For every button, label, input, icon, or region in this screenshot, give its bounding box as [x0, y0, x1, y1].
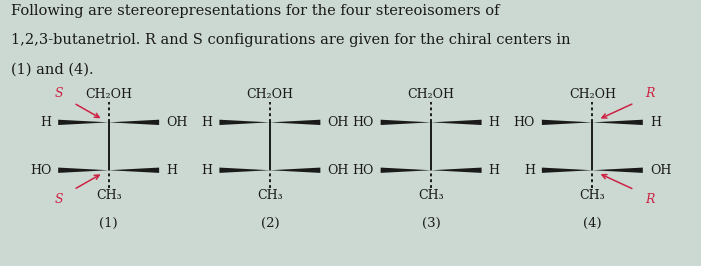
Polygon shape	[219, 120, 270, 125]
Text: H: H	[489, 116, 500, 129]
Text: CH₂OH: CH₂OH	[407, 88, 455, 101]
Text: HO: HO	[30, 164, 51, 177]
Polygon shape	[270, 120, 320, 125]
Text: OH: OH	[650, 164, 671, 177]
Text: HO: HO	[514, 116, 535, 129]
Polygon shape	[270, 168, 320, 173]
Text: H: H	[166, 164, 177, 177]
Polygon shape	[219, 168, 270, 173]
Polygon shape	[431, 168, 482, 173]
Text: CH₃: CH₃	[418, 189, 444, 202]
Text: HO: HO	[353, 116, 374, 129]
Text: H: H	[524, 164, 535, 177]
Polygon shape	[431, 120, 482, 125]
Text: CH₃: CH₃	[96, 189, 121, 202]
Text: CH₂OH: CH₂OH	[246, 88, 294, 101]
Polygon shape	[58, 168, 109, 173]
Text: 1,2,3-butanetriol. R and S configurations are given for the chiral centers in: 1,2,3-butanetriol. R and S configuration…	[11, 33, 570, 47]
Polygon shape	[109, 120, 159, 125]
Text: H: H	[201, 116, 212, 129]
Text: CH₃: CH₃	[580, 189, 605, 202]
Text: (1) and (4).: (1) and (4).	[11, 63, 93, 77]
Polygon shape	[542, 168, 592, 173]
Text: OH: OH	[327, 164, 348, 177]
Text: R: R	[645, 193, 654, 206]
Text: S: S	[55, 193, 63, 206]
Text: CH₃: CH₃	[257, 189, 283, 202]
Text: Following are stereorepresentations for the four stereoisomers of: Following are stereorepresentations for …	[11, 4, 499, 18]
Polygon shape	[592, 168, 643, 173]
Text: H: H	[40, 116, 51, 129]
Polygon shape	[381, 120, 431, 125]
Polygon shape	[381, 168, 431, 173]
Polygon shape	[592, 120, 643, 125]
Text: CH₂OH: CH₂OH	[569, 88, 616, 101]
Text: OH: OH	[166, 116, 187, 129]
Text: H: H	[201, 164, 212, 177]
Text: (2): (2)	[261, 217, 279, 230]
Text: OH: OH	[327, 116, 348, 129]
Text: H: H	[650, 116, 661, 129]
Polygon shape	[109, 168, 159, 173]
Text: CH₂OH: CH₂OH	[85, 88, 132, 101]
Text: (1): (1)	[100, 217, 118, 230]
Polygon shape	[58, 120, 109, 125]
Text: (4): (4)	[583, 217, 601, 230]
Text: (3): (3)	[422, 217, 440, 230]
Text: H: H	[489, 164, 500, 177]
Polygon shape	[542, 120, 592, 125]
Text: HO: HO	[353, 164, 374, 177]
Text: S: S	[55, 87, 63, 100]
Text: R: R	[645, 87, 654, 100]
